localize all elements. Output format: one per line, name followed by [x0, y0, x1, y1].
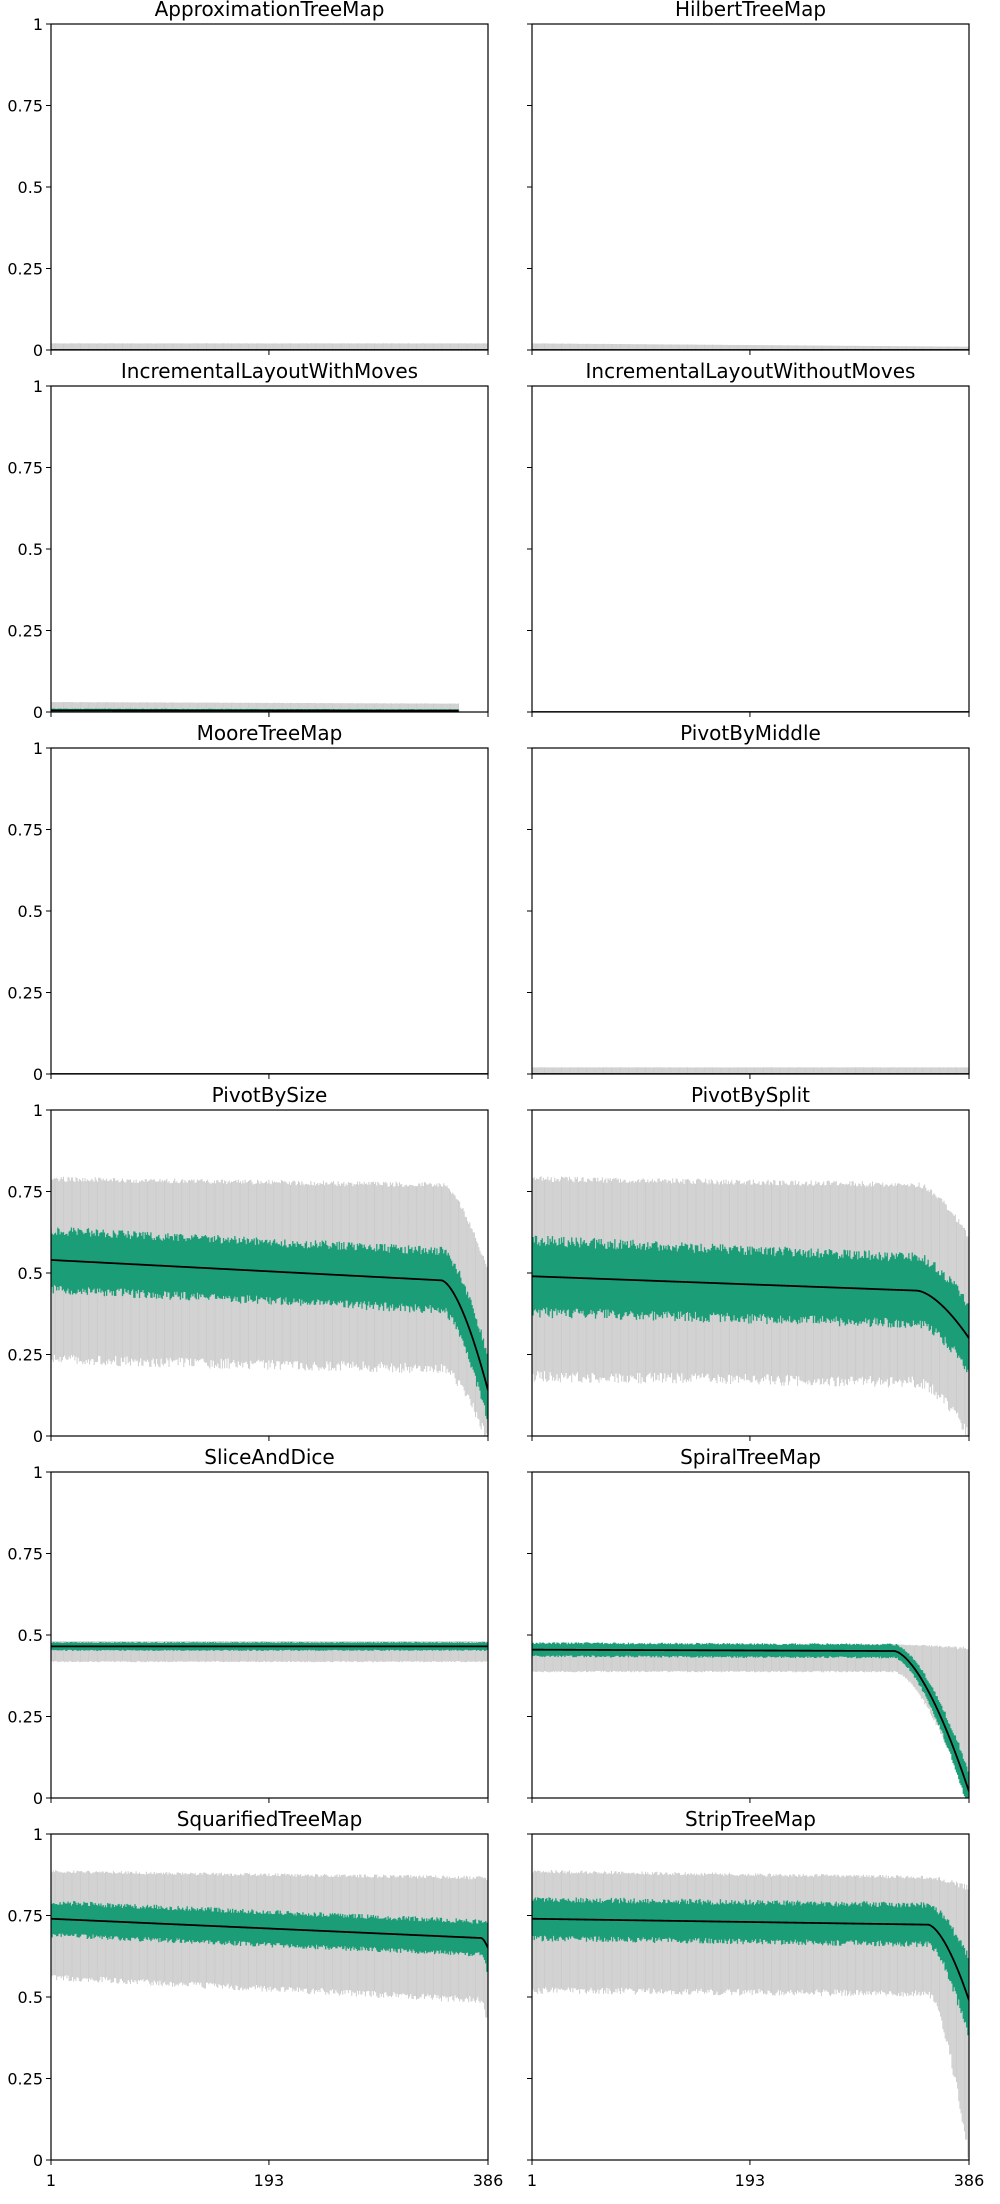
panel-frame: [51, 748, 488, 1074]
panel-frame: [532, 748, 969, 1074]
panel-plot-area: [51, 702, 458, 712]
panel-MooreTreeMap: MooreTreeMap 0 0.25 0.5 0.75 1: [7, 721, 488, 1084]
y-tick-label: 1: [33, 377, 43, 396]
panel-frame: [51, 24, 488, 350]
panel-title: PivotBySplit: [691, 1083, 810, 1107]
x-tick-label: 193: [254, 2171, 285, 2190]
y-tick-label: 0.75: [7, 1545, 43, 1564]
x-tick-label: 193: [735, 2171, 766, 2190]
panel-HilbertTreeMap: HilbertTreeMap: [527, 0, 969, 355]
x-tick-label: 386: [473, 2171, 504, 2190]
panel-plot-area: [51, 343, 488, 350]
panel-SquarifiedTreeMap: SquarifiedTreeMap 0 0.25 0.5 0.75 1 1 193 386: [7, 1807, 503, 2190]
panel-plot-area: [51, 1870, 488, 2028]
panel-plot-area: [532, 1642, 969, 1798]
panel-frame: [532, 24, 969, 350]
panel-SpiralTreeMap: SpiralTreeMap: [527, 1445, 969, 1803]
panel-frame: [532, 1472, 969, 1798]
panel-PivotByMiddle: PivotByMiddle: [527, 721, 969, 1079]
y-tick-label: 0.25: [7, 260, 43, 279]
panel-title: SpiralTreeMap: [680, 1445, 821, 1469]
y-tick-label: 1: [33, 1825, 43, 1844]
panel-title: IncrementalLayoutWithoutMoves: [586, 359, 916, 383]
y-tick-label: 0: [33, 703, 43, 722]
panel-plot-area: [532, 1176, 969, 1436]
y-tick-label: 0: [33, 341, 43, 360]
y-tick-label: 0.75: [7, 459, 43, 478]
panel-plot-area: [532, 1067, 969, 1074]
x-tick-label: 386: [954, 2171, 985, 2190]
y-tick-label: 0.25: [7, 2070, 43, 2089]
y-tick-label: 1: [33, 15, 43, 34]
panel-IncrementalLayoutWithoutMoves: IncrementalLayoutWithoutMoves: [527, 359, 969, 717]
y-tick-label: 0.75: [7, 1183, 43, 1202]
x-tick-label: 1: [527, 2171, 537, 2190]
y-tick-label: 0.5: [18, 1264, 43, 1283]
y-tick-label: 0: [33, 1065, 43, 1084]
panel-plot-area: [51, 1641, 488, 1662]
panel-title: MooreTreeMap: [197, 721, 343, 745]
y-tick-label: 0.25: [7, 1346, 43, 1365]
y-tick-label: 0.5: [18, 1626, 43, 1645]
y-tick-label: 0.25: [7, 984, 43, 1003]
panel-PivotBySize: PivotBySize 0 0.25 0.5 0.75 1: [7, 1083, 488, 1446]
panel-ApproximationTreeMap: ApproximationTreeMap 0 0.25 0.5 0.75 1: [7, 0, 488, 360]
y-tick-label: 1: [33, 739, 43, 758]
y-tick-label: 0.75: [7, 1907, 43, 1926]
y-tick-label: 1: [33, 1101, 43, 1120]
panel-plot-area: [51, 1177, 488, 1436]
y-tick-label: 0: [33, 1427, 43, 1446]
y-tick-label: 1: [33, 1463, 43, 1482]
panel-title: SliceAndDice: [204, 1445, 334, 1469]
panel-plot-area: [532, 1870, 969, 2158]
range-whiskers: [51, 343, 488, 350]
panel-IncrementalLayoutWithMoves: IncrementalLayoutWithMoves 0 0.25 0.5 0.75 1: [7, 359, 488, 722]
panel-title: PivotByMiddle: [680, 721, 821, 745]
panel-title: StripTreeMap: [685, 1807, 816, 1831]
panel-frame: [532, 386, 969, 712]
panel-title: PivotBySize: [212, 1083, 328, 1107]
panel-title: SquarifiedTreeMap: [177, 1807, 363, 1831]
panel-frame: [51, 386, 488, 712]
y-tick-label: 0.25: [7, 622, 43, 641]
x-tick-label: 1: [46, 2171, 56, 2190]
range-whiskers: [532, 1067, 969, 1074]
y-tick-label: 0.5: [18, 540, 43, 559]
panel-title: ApproximationTreeMap: [155, 0, 385, 21]
y-tick-label: 0.25: [7, 1708, 43, 1727]
range-whiskers: [532, 343, 969, 350]
y-tick-label: 0.75: [7, 97, 43, 116]
panel-frame: [51, 1472, 488, 1798]
y-tick-label: 0: [33, 1789, 43, 1808]
panel-plot-area: [532, 343, 969, 350]
y-tick-label: 0.5: [18, 178, 43, 197]
y-tick-label: 0.75: [7, 821, 43, 840]
panel-StripTreeMap: StripTreeMap 1 193 386: [527, 1807, 984, 2190]
panel-SliceAndDice: SliceAndDice 0 0.25 0.5 0.75 1: [7, 1445, 488, 1808]
y-tick-label: 0: [33, 2151, 43, 2170]
range-whiskers: [532, 1644, 969, 1798]
panel-PivotBySplit: PivotBySplit: [527, 1083, 969, 1441]
y-tick-label: 0.5: [18, 902, 43, 921]
panel-title: IncrementalLayoutWithMoves: [121, 359, 418, 383]
y-tick-label: 0.5: [18, 1988, 43, 2007]
panel-title: HilbertTreeMap: [675, 0, 826, 21]
